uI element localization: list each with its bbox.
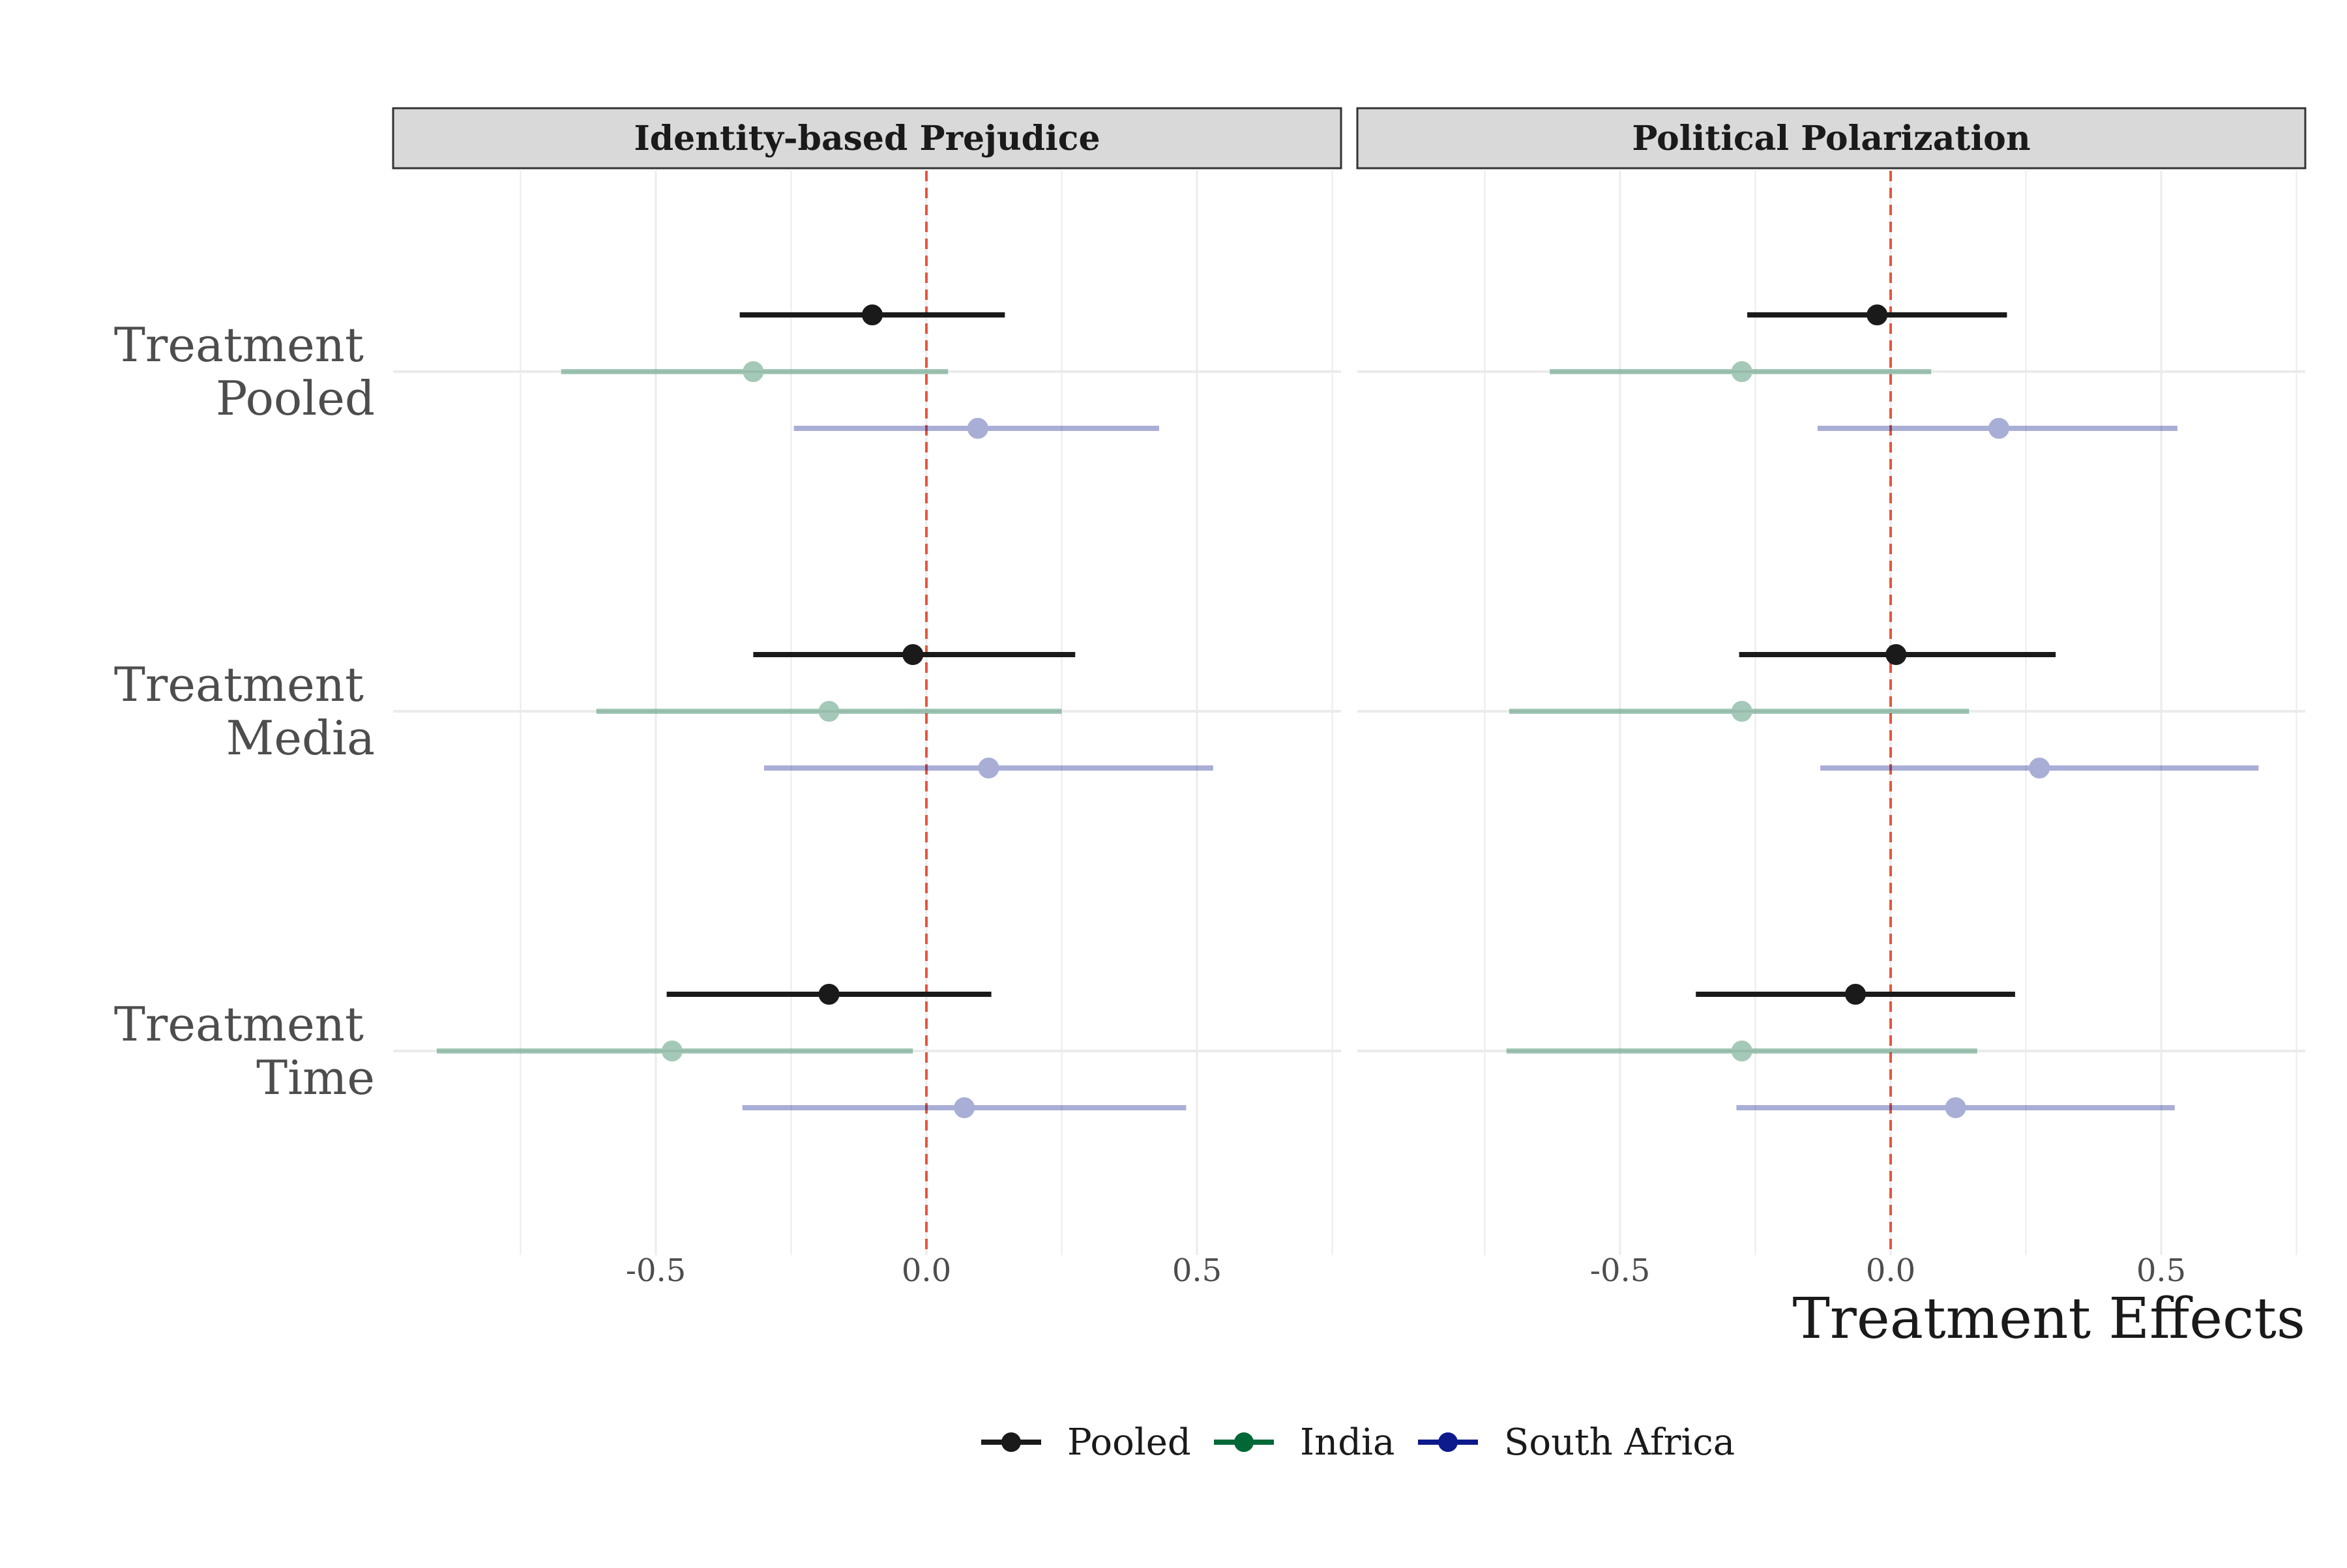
point-estimate: [1988, 418, 2009, 439]
point-estimate: [862, 304, 883, 325]
legend-key-point: [1234, 1432, 1254, 1452]
legend-label: India: [1300, 1421, 1395, 1464]
estimate-india: [1506, 1041, 1977, 1061]
x-tick-label: 0.5: [1172, 1252, 1222, 1289]
legend-label: South Africa: [1504, 1421, 1735, 1464]
point-estimate: [1731, 361, 1752, 382]
estimate-india: [1550, 361, 1932, 382]
point-estimate: [954, 1097, 975, 1118]
x-tick-label: 0.5: [2136, 1252, 2186, 1289]
y-category-label: Treatment Pooled: [114, 318, 375, 426]
estimate-pooled: [1739, 644, 2056, 665]
estimate-pooled: [1747, 304, 2007, 325]
y-category-label: Treatment Media: [114, 657, 375, 765]
estimate-south-africa: [1820, 758, 2259, 778]
point-estimate: [1731, 701, 1752, 722]
point-estimate: [2029, 758, 2050, 778]
point-estimate: [978, 758, 999, 778]
legend-key-point: [1438, 1432, 1458, 1452]
estimate-pooled: [753, 644, 1076, 665]
facet-strip: [392, 107, 1342, 170]
estimate-south-africa: [764, 758, 1213, 778]
x-axis-title: Treatment Effects: [1792, 1286, 2305, 1352]
facet-strip-layer: Identity-based Prejudice Political Polari…: [392, 107, 2307, 170]
estimate-south-africa: [742, 1097, 1187, 1118]
legend-key-point: [1001, 1432, 1021, 1452]
legend-item-pooled: Pooled: [981, 1421, 1191, 1464]
series-layer: [436, 304, 2259, 1118]
facet-title: Identity-based Prejudice: [634, 119, 1100, 158]
estimate-south-africa: [1817, 418, 2177, 439]
estimate-india: [436, 1041, 913, 1061]
estimate-pooled: [666, 984, 992, 1005]
legend-item-south-africa: South Africa: [1418, 1421, 1735, 1464]
legend-label: Pooled: [1067, 1421, 1191, 1464]
estimate-south-africa: [793, 418, 1159, 439]
x-tick-label: 0.0: [902, 1252, 951, 1289]
point-estimate: [1885, 644, 1907, 665]
point-estimate: [902, 644, 924, 665]
y-category-label: Treatment Time: [114, 997, 375, 1105]
point-estimate: [1945, 1097, 1966, 1118]
x-tick-label: 0.0: [1866, 1252, 1915, 1289]
estimate-india: [596, 701, 1062, 722]
x-tick-label: -0.5: [626, 1252, 686, 1289]
legend-item-india: India: [1214, 1421, 1395, 1464]
estimate-pooled: [1696, 984, 2015, 1005]
point-estimate: [661, 1041, 683, 1061]
estimate-pooled: [739, 304, 1005, 325]
point-estimate: [818, 701, 840, 722]
reference-line-layer: [925, 171, 1892, 1255]
point-estimate: [967, 418, 988, 439]
point-estimate: [1731, 1041, 1752, 1061]
estimate-india: [1509, 701, 1970, 722]
grid-layer: [393, 171, 2305, 1255]
estimate-south-africa: [1736, 1097, 2175, 1118]
facet-strip: [1356, 107, 2307, 170]
point-estimate: [743, 361, 764, 382]
point-estimate: [1867, 304, 1888, 325]
legend: Pooled India South Africa: [981, 1421, 1735, 1464]
facet-title: Political Polarization: [1632, 119, 2030, 158]
x-tick-label: -0.5: [1590, 1252, 1651, 1289]
point-estimate: [818, 984, 840, 1005]
estimate-india: [561, 361, 949, 382]
axis-layer: -0.5 0.0 0.5 -0.5 0.0 0.5 Treatment Pooled Treat…: [114, 318, 2186, 1289]
point-estimate: [1845, 984, 1867, 1005]
